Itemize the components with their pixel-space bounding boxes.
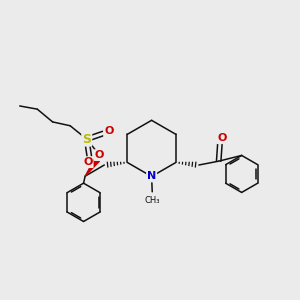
Text: N: N [147, 172, 156, 182]
Text: O: O [95, 150, 104, 160]
Text: O: O [83, 157, 93, 167]
Polygon shape [85, 158, 100, 176]
Text: O: O [104, 126, 113, 136]
Text: O: O [217, 133, 226, 143]
Text: S: S [82, 133, 91, 146]
Text: CH₃: CH₃ [145, 196, 160, 205]
